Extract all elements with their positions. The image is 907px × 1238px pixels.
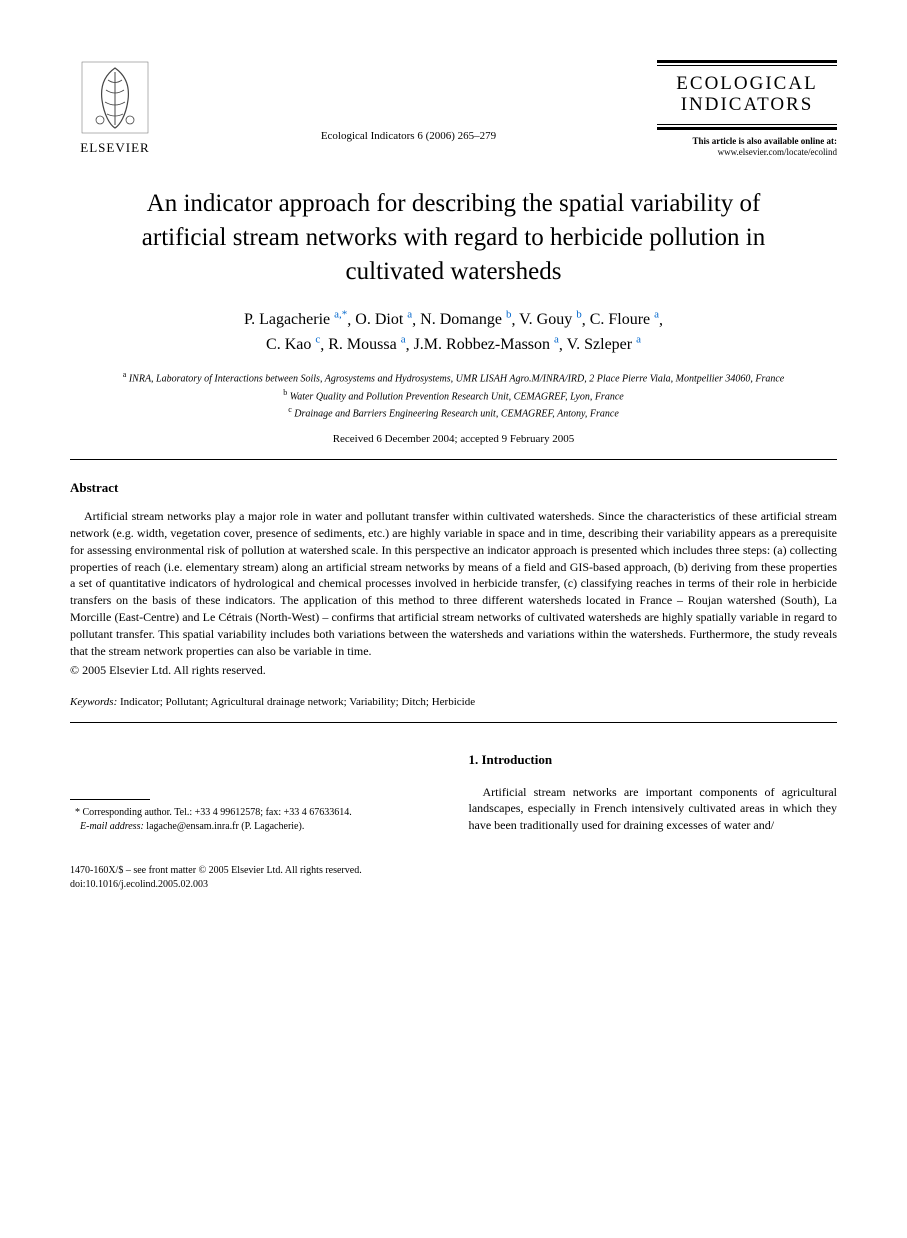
author: R. Moussa a — [328, 336, 405, 353]
affiliation-c: Drainage and Barriers Engineering Resear… — [294, 408, 619, 419]
citation: Ecological Indicators 6 (2006) 265–279 — [160, 130, 657, 157]
journal-block: ECOLOGICAL INDICATORS This article is al… — [657, 60, 837, 157]
author: J.M. Robbez-Masson a — [414, 336, 559, 353]
rule — [70, 722, 837, 723]
footer-doi: doi:10.1016/j.ecolind.2005.02.003 — [70, 879, 208, 890]
publisher-name: ELSEVIER — [80, 140, 149, 156]
affiliation-b: Water Quality and Pollution Prevention R… — [290, 391, 624, 402]
author: N. Domange b — [420, 311, 511, 328]
author: C. Kao c — [266, 336, 320, 353]
footer-line1: 1470-160X/$ – see front matter © 2005 El… — [70, 865, 362, 876]
journal-name-line1: ECOLOGICAL — [676, 73, 817, 94]
two-column-region: * Corresponding author. Tel.: +33 4 9961… — [70, 751, 837, 834]
copyright: © 2005 Elsevier Ltd. All rights reserved… — [70, 663, 837, 678]
header-row: ELSEVIER Ecological Indicators 6 (2006) … — [70, 60, 837, 157]
online-note: This article is also available online at… — [657, 136, 837, 158]
email-label: E-mail address: — [80, 821, 144, 832]
footnote-rule — [70, 799, 150, 800]
journal-name: ECOLOGICAL INDICATORS — [657, 74, 837, 116]
affiliation-a: INRA, Laboratory of Interactions between… — [129, 374, 784, 385]
author: V. Szleper a — [567, 336, 641, 353]
journal-name-line2: INDICATORS — [681, 94, 814, 115]
right-column: 1. Introduction Artificial stream networ… — [469, 751, 838, 834]
corresponding-text: Corresponding author. Tel.: +33 4 996125… — [83, 807, 352, 818]
introduction-heading: 1. Introduction — [469, 751, 838, 769]
publisher-block: ELSEVIER — [70, 60, 160, 156]
corresponding-footnote: * Corresponding author. Tel.: +33 4 9961… — [70, 806, 439, 834]
author: V. Gouy b — [519, 311, 582, 328]
rule — [70, 459, 837, 460]
abstract-heading: Abstract — [70, 480, 837, 496]
elsevier-logo — [80, 60, 150, 135]
author: O. Diot a — [355, 311, 412, 328]
left-column: * Corresponding author. Tel.: +33 4 9961… — [70, 751, 439, 834]
affiliations: a INRA, Laboratory of Interactions betwe… — [70, 369, 837, 421]
corresponding-email[interactable]: lagache@ensam.inra.fr (P. Lagacherie). — [146, 821, 304, 832]
received-dates: Received 6 December 2004; accepted 9 Feb… — [70, 433, 837, 445]
authors-line: P. Lagacherie a,*, O. Diot a, N. Domange… — [110, 307, 797, 358]
keywords: Keywords: Indicator; Pollutant; Agricult… — [70, 696, 837, 708]
online-note-text: This article is also available online at… — [692, 136, 837, 146]
abstract-body: Artificial stream networks play a major … — [70, 508, 837, 659]
abstract-section: Abstract Artificial stream networks play… — [70, 480, 837, 708]
article-title: An indicator approach for describing the… — [110, 187, 797, 288]
keywords-label: Keywords: — [70, 696, 117, 708]
introduction-body: Artificial stream networks are important… — [469, 784, 838, 834]
footer: 1470-160X/$ – see front matter © 2005 El… — [70, 864, 837, 892]
author: C. Floure a — [590, 311, 659, 328]
keywords-text: Indicator; Pollutant; Agricultural drain… — [120, 696, 475, 708]
online-url[interactable]: www.elsevier.com/locate/ecolind — [718, 147, 837, 157]
author: P. Lagacherie a,* — [244, 311, 347, 328]
